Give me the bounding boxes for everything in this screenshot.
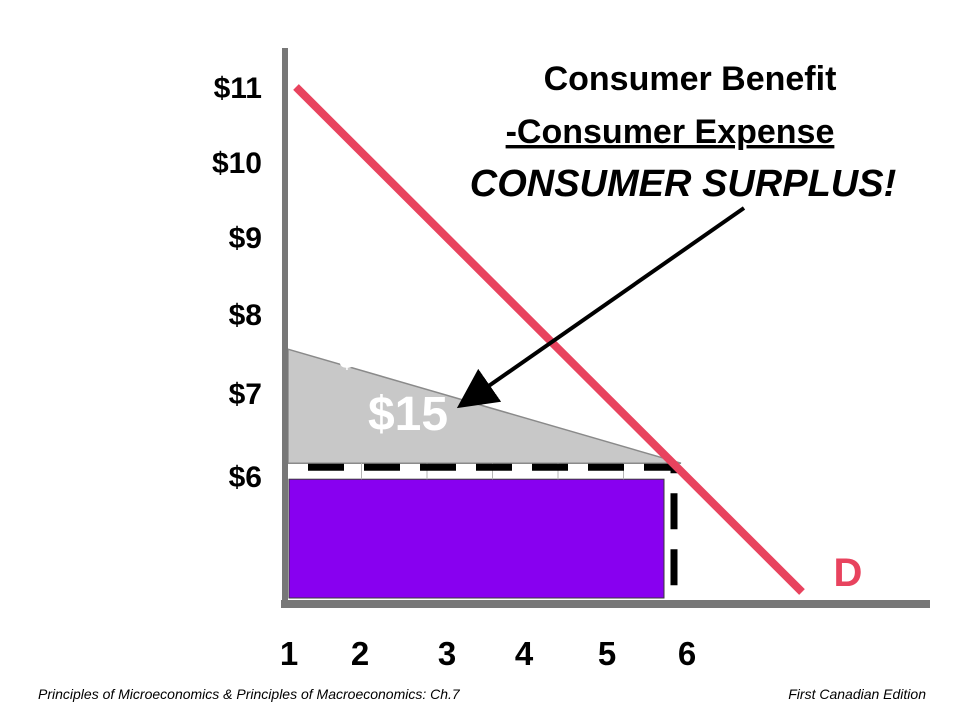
title-line-expense: -Consumer Expense — [506, 113, 835, 151]
title-line-surplus: CONSUMER SURPLUS! — [470, 163, 896, 205]
demand-label: D — [834, 551, 863, 595]
x-tick-label: 1 — [280, 635, 298, 672]
y-tick-label: $11 — [214, 72, 262, 105]
x-tick-label: 3 — [438, 635, 456, 672]
surplus-calculation: $51 - $36 = — [339, 344, 476, 374]
y-tick-label: $8 — [229, 299, 262, 332]
x-tick-label: 4 — [515, 635, 534, 672]
title-line-benefit: Consumer Benefit — [544, 60, 837, 98]
annotation-arrow — [456, 206, 746, 409]
y-tick-label: $9 — [229, 222, 262, 255]
x-tick-label: 5 — [598, 635, 616, 672]
y-tick-label: $10 — [212, 147, 262, 180]
x-tick-label: 2 — [351, 635, 369, 672]
surplus-result: $15 — [368, 388, 448, 441]
y-tick-label: $6 — [229, 461, 262, 494]
y-tick-label: $7 — [229, 378, 262, 411]
consumer-expense-rect — [288, 478, 665, 599]
demand-curve — [293, 84, 805, 595]
footer-edition: First Canadian Edition — [788, 686, 926, 702]
x-tick-label: 6 — [678, 635, 696, 672]
footer-course-title: Principles of Microeconomics & Principle… — [38, 686, 460, 702]
